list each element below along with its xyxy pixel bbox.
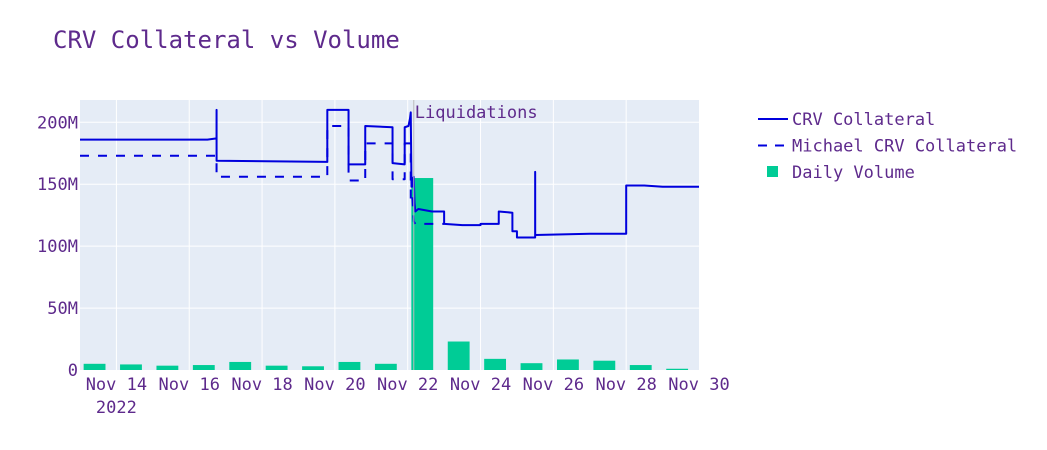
legend-label: CRV Collateral bbox=[792, 110, 935, 130]
legend-label: Daily Volume bbox=[792, 163, 915, 183]
x-tick-label: Nov 16 bbox=[159, 375, 220, 395]
volume-bar bbox=[229, 361, 252, 370]
x-tick-label: Nov 30 bbox=[668, 375, 729, 395]
x-tick-label: Nov 22 bbox=[377, 375, 438, 395]
x-tick-label: Nov 20 bbox=[304, 375, 365, 395]
volume-bar bbox=[374, 363, 397, 370]
x-tick-label: Nov 24 bbox=[450, 375, 511, 395]
y-tick-label: 200M bbox=[37, 113, 78, 133]
volume-bar bbox=[484, 358, 507, 370]
plot-background bbox=[80, 100, 699, 370]
volume-bar bbox=[302, 366, 324, 370]
volume-bar bbox=[120, 364, 142, 370]
volume-bar bbox=[192, 365, 215, 370]
crv-collateral-line bbox=[80, 108, 699, 239]
x-year-label: 2022 bbox=[96, 398, 137, 418]
x-tick-label: Nov 28 bbox=[595, 375, 656, 395]
volume-bar bbox=[556, 359, 579, 370]
legend-swatch-bar bbox=[767, 166, 778, 177]
x-tick-label: Nov 18 bbox=[231, 375, 292, 395]
volume-bar bbox=[265, 365, 288, 370]
volume-bar bbox=[520, 363, 543, 370]
annotation-label: Liquidations bbox=[415, 103, 538, 123]
y-tick-label: 150M bbox=[37, 175, 78, 195]
y-tick-label: 100M bbox=[37, 237, 78, 257]
volume-bar bbox=[447, 341, 470, 370]
volume-bar bbox=[411, 178, 434, 370]
chart-title: CRV Collateral vs Volume bbox=[53, 26, 400, 54]
volume-bar bbox=[629, 365, 652, 370]
y-tick-label: 0 bbox=[68, 361, 78, 381]
michael-collateral-line bbox=[80, 125, 445, 225]
y-tick-label: 50M bbox=[47, 299, 78, 319]
volume-bar bbox=[338, 361, 361, 370]
x-tick-label: Nov 26 bbox=[523, 375, 584, 395]
volume-bar bbox=[156, 365, 179, 370]
volume-bar bbox=[593, 360, 616, 370]
volume-bar bbox=[666, 368, 689, 370]
x-tick-label: Nov 14 bbox=[86, 375, 147, 395]
legend-label: Michael CRV Collateral bbox=[792, 137, 1017, 157]
volume-bar bbox=[83, 363, 106, 370]
